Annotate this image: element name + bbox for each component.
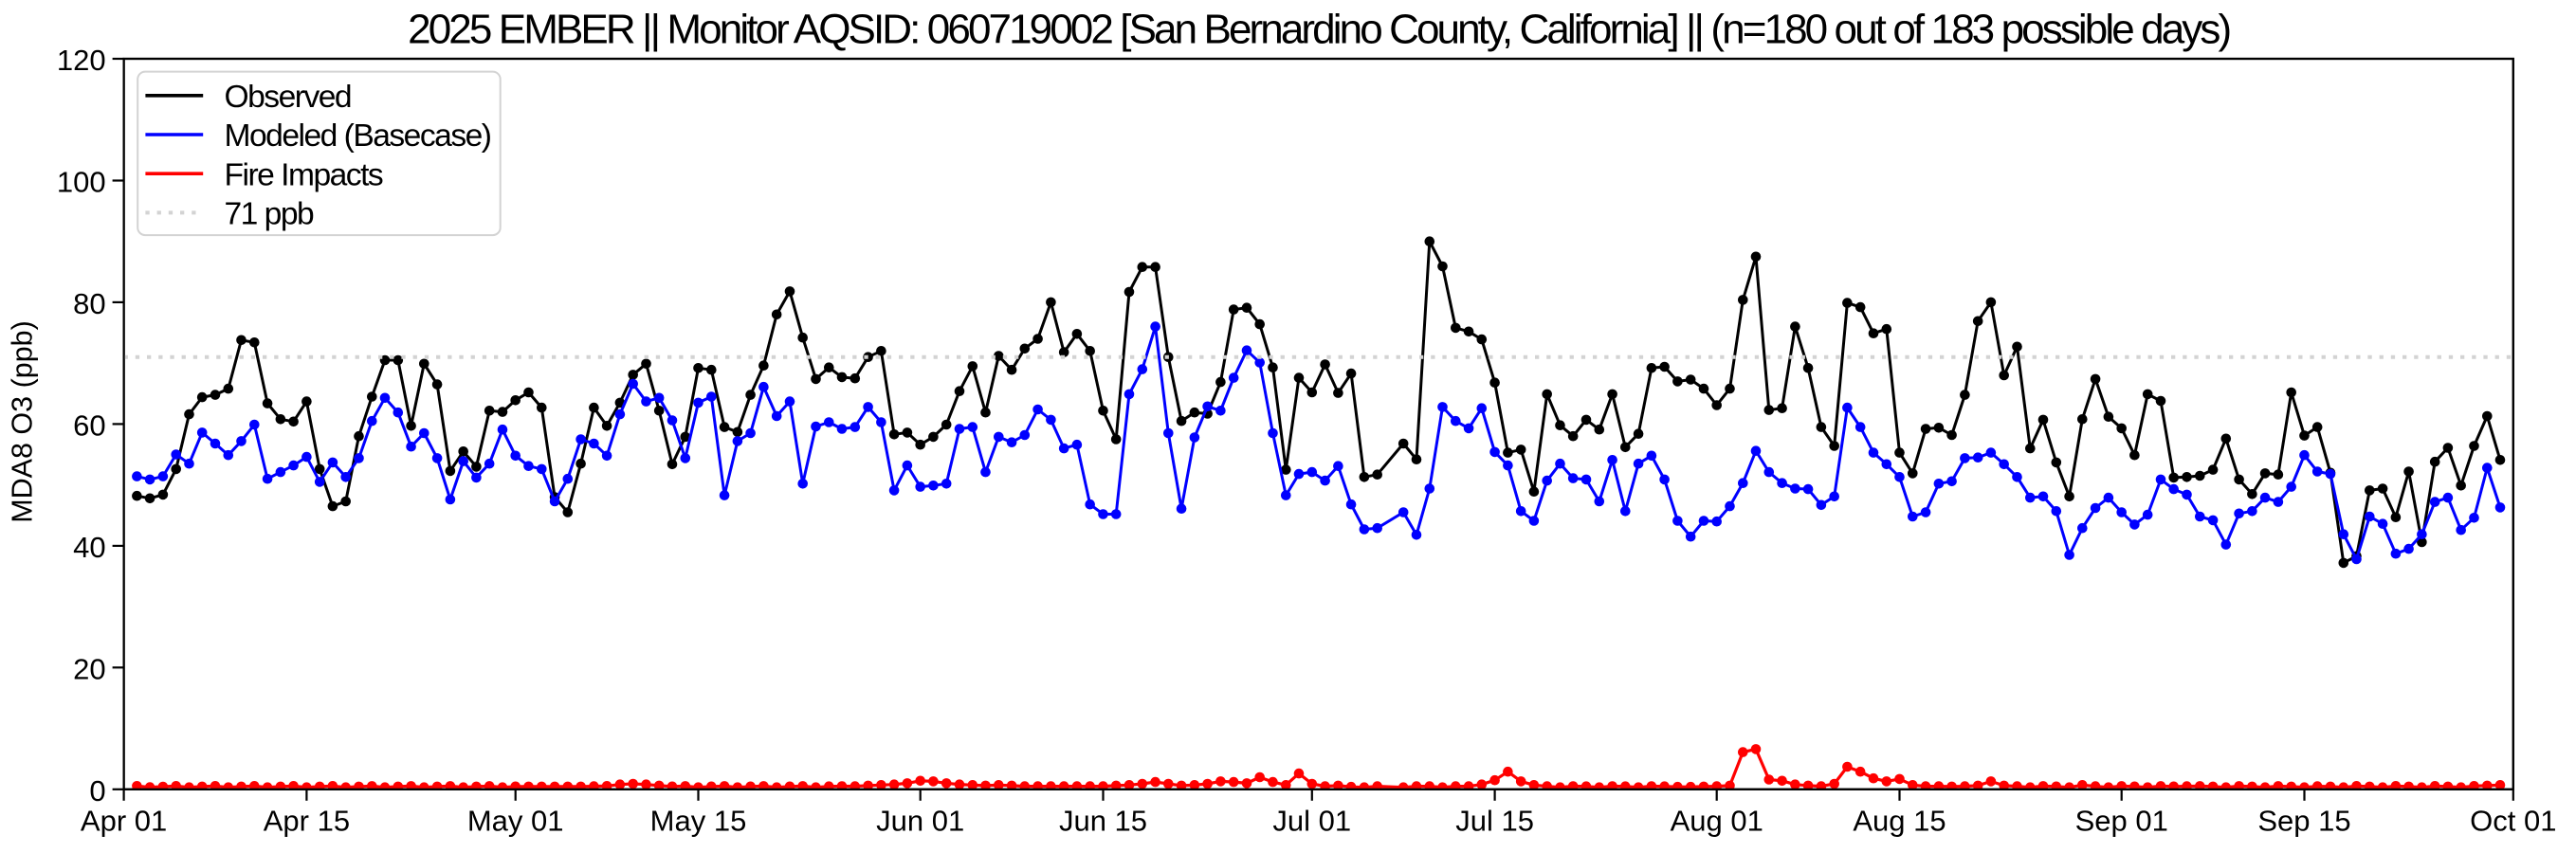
svg-text:Jul 15: Jul 15 <box>1455 805 1534 838</box>
svg-text:Aug 15: Aug 15 <box>1853 805 1946 838</box>
svg-text:60: 60 <box>73 409 105 443</box>
svg-text:Observed: Observed <box>225 80 352 115</box>
svg-text:Fire Impacts: Fire Impacts <box>225 157 383 192</box>
svg-text:Apr 01: Apr 01 <box>81 805 167 838</box>
svg-text:80: 80 <box>73 287 105 320</box>
svg-text:Sep 15: Sep 15 <box>2257 805 2350 838</box>
svg-text:MDA8 O3 (ppb): MDA8 O3 (ppb) <box>7 320 39 523</box>
svg-text:Oct 01: Oct 01 <box>2470 805 2556 838</box>
svg-text:Sep 01: Sep 01 <box>2075 805 2168 838</box>
svg-text:0: 0 <box>89 774 105 808</box>
svg-text:Jul 01: Jul 01 <box>1272 805 1351 838</box>
svg-text:120: 120 <box>57 44 106 77</box>
svg-text:Apr 15: Apr 15 <box>264 805 350 838</box>
svg-text:May 01: May 01 <box>467 805 564 838</box>
svg-text:20: 20 <box>73 652 105 685</box>
svg-text:May 15: May 15 <box>650 805 747 838</box>
svg-text:40: 40 <box>73 531 105 564</box>
svg-text:Jun 15: Jun 15 <box>1059 805 1147 838</box>
svg-text:2025 EMBER || Monitor AQSID: 0: 2025 EMBER || Monitor AQSID: 060719002 [… <box>408 7 2229 53</box>
svg-text:Jun 01: Jun 01 <box>876 805 964 838</box>
svg-text:Modeled (Basecase): Modeled (Basecase) <box>225 118 491 154</box>
svg-text:Aug 01: Aug 01 <box>1671 805 1763 838</box>
svg-text:71 ppb: 71 ppb <box>225 197 315 232</box>
svg-text:100: 100 <box>57 166 106 199</box>
